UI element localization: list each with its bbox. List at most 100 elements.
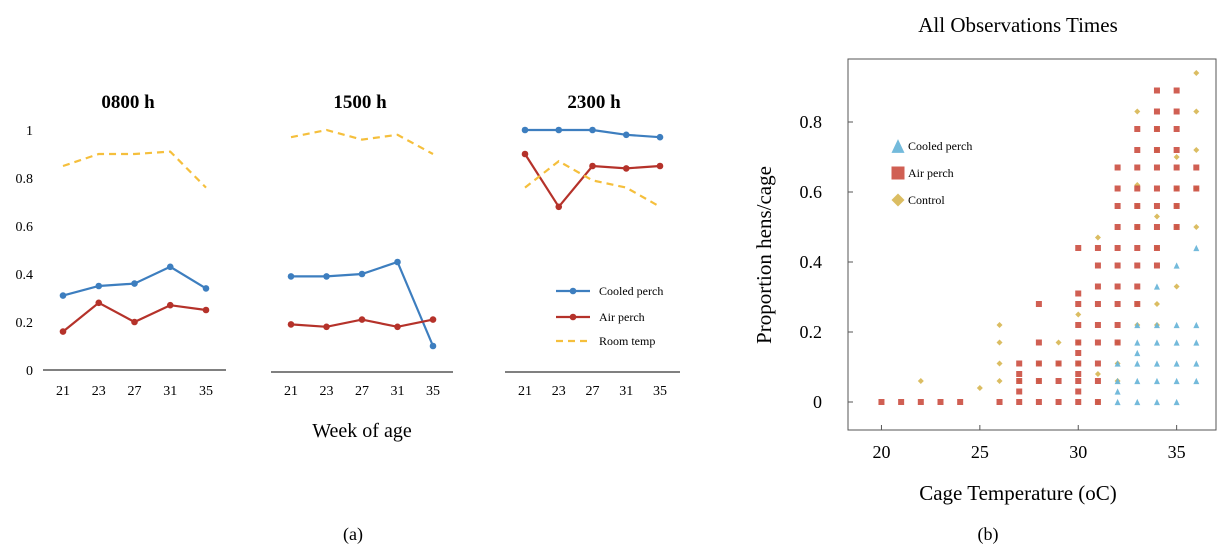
scatter-point-air-perch	[1016, 378, 1023, 384]
scatter-point-air-perch	[1153, 87, 1160, 94]
scatter-point-air-perch	[1016, 371, 1023, 377]
data-point	[166, 263, 174, 271]
data-point	[521, 150, 529, 158]
scatter-point-air-perch	[1153, 203, 1160, 209]
scatter-point-control	[1193, 108, 1200, 115]
scatter-point-control	[996, 339, 1003, 346]
scatter-point-air-perch	[878, 399, 885, 405]
scatter-point-control	[1173, 283, 1180, 290]
scatter-point-air-perch	[1134, 262, 1141, 269]
scatter-point-cooled-perch	[1153, 377, 1160, 385]
scatter-point-air-perch	[1173, 224, 1180, 230]
scatter-point-air-perch	[1114, 245, 1121, 251]
panel-b-plot-frame	[847, 58, 1217, 431]
scatter-point-air-perch	[1173, 108, 1180, 115]
scatter-point-cooled-perch	[1193, 377, 1200, 385]
panel-a-x-tick-label: 27	[586, 384, 600, 399]
scatter-point-air-perch	[1114, 301, 1121, 307]
panel-a-x-tick-label: 21	[284, 384, 298, 399]
data-point	[287, 321, 295, 328]
data-point	[202, 285, 210, 292]
scatter-point-air-perch	[996, 399, 1003, 405]
scatter-point-air-perch	[1134, 147, 1141, 153]
scatter-point-air-perch	[1134, 224, 1141, 230]
panel-a-caption: (a)	[343, 524, 363, 545]
data-point	[622, 165, 630, 172]
data-point	[323, 273, 330, 280]
scatter-point-air-perch	[1114, 283, 1121, 290]
panel-a-y-tick-label: 1	[26, 124, 33, 139]
panel-a-x-tick-label: 21	[56, 384, 70, 399]
scatter-point-air-perch	[1075, 301, 1082, 307]
scatter-point-air-perch	[1173, 164, 1180, 171]
scatter-point-control	[1193, 224, 1200, 230]
data-point	[622, 131, 630, 139]
scatter-point-air-perch	[1075, 245, 1082, 251]
scatter-point-air-perch	[1134, 185, 1141, 192]
scatter-point-cooled-perch	[1153, 283, 1160, 290]
legend-label: Cooled perch	[908, 139, 972, 153]
scatter-point-air-perch	[1055, 378, 1062, 384]
scatter-point-air-perch	[1173, 147, 1180, 153]
scatter-point-cooled-perch	[1153, 321, 1160, 329]
scatter-point-control	[1173, 154, 1180, 160]
scatter-point-control	[996, 322, 1003, 328]
panel-a-y-tick-label: 0	[26, 364, 33, 379]
scatter-point-air-perch	[1094, 399, 1101, 405]
scatter-point-cooled-perch	[1153, 360, 1160, 367]
panel-a-y-tick-label: 0.4	[16, 268, 34, 283]
scatter-point-air-perch	[1094, 378, 1101, 384]
panel-b-y-tick-label: 0.6	[800, 182, 823, 202]
panel-a-xlabel: Week of age	[312, 420, 412, 442]
scatter-point-air-perch	[1075, 322, 1082, 328]
panel-a-title-0800: 0800 h	[101, 92, 155, 113]
scatter-point-air-perch	[1035, 378, 1042, 384]
scatter-point-air-perch	[1035, 360, 1042, 367]
scatter-point-cooled-perch	[1173, 360, 1180, 367]
scatter-point-control	[1153, 213, 1160, 220]
scatter-point-air-perch	[1153, 126, 1160, 132]
panel-b-title: All Observations Times	[918, 13, 1118, 37]
data-point	[131, 280, 138, 287]
scatter-point-cooled-perch	[1153, 339, 1160, 346]
scatter-point-air-perch	[1094, 283, 1101, 290]
scatter-point-cooled-perch	[1173, 377, 1180, 385]
data-point	[287, 273, 295, 280]
series-line-room-temp	[290, 128, 434, 155]
scatter-point-air-perch	[1173, 126, 1180, 132]
panel-a-y-tick-label: 0.8	[16, 172, 34, 187]
scatter-point-air-perch	[1114, 322, 1121, 328]
scatter-point-air-perch	[1016, 399, 1023, 405]
scatter-point-air-perch	[1094, 339, 1101, 346]
scatter-point-control	[1094, 371, 1101, 377]
panel-b-ylabel: Proportion hens/cage	[752, 166, 776, 344]
panel-a-x-tick-label: 35	[426, 384, 440, 399]
scatter-point-air-perch	[1153, 262, 1160, 269]
scatter-point-control	[1134, 108, 1141, 115]
scatter-point-air-perch	[1134, 245, 1141, 251]
scatter-point-cooled-perch	[1173, 321, 1180, 329]
scatter-point-control	[996, 360, 1003, 367]
data-point	[59, 292, 67, 299]
scatter-point-air-perch	[1094, 245, 1101, 251]
data-point	[394, 258, 401, 266]
data-point	[358, 270, 366, 278]
scatter-point-cooled-perch	[1114, 388, 1121, 395]
scatter-point-air-perch	[1153, 147, 1160, 153]
panel-b-y-tick-label: 0.2	[800, 322, 823, 342]
scatter-point-air-perch	[937, 399, 944, 405]
scatter-point-air-perch	[1114, 224, 1121, 230]
series-line-air-perch	[62, 301, 207, 333]
scatter-point-air-perch	[1114, 339, 1121, 346]
scatter-point-control	[996, 378, 1003, 384]
panel-a-x-tick-label: 35	[199, 384, 213, 399]
data-point	[589, 162, 596, 170]
scatter-point-control	[917, 378, 924, 384]
data-point	[59, 328, 67, 335]
panel-b-x-tick-label: 35	[1168, 442, 1186, 462]
legend-label: Air perch	[599, 310, 645, 324]
panel-b-xlabel: Cage Temperature (oC)	[919, 481, 1117, 505]
scatter-point-air-perch	[1114, 203, 1121, 209]
scatter-point-air-perch	[1075, 290, 1082, 297]
panel-a-x-tick-label: 27	[128, 384, 142, 399]
